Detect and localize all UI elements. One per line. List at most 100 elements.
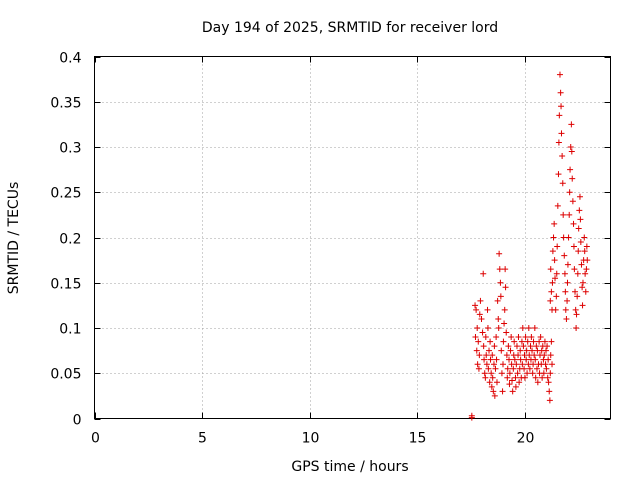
data-point bbox=[545, 356, 552, 363]
data-point bbox=[505, 343, 512, 350]
data-point bbox=[475, 365, 482, 372]
data-point bbox=[501, 320, 508, 327]
data-point bbox=[517, 356, 524, 363]
data-point bbox=[548, 338, 555, 345]
data-point bbox=[490, 388, 497, 395]
data-point bbox=[486, 347, 493, 354]
data-point bbox=[504, 365, 511, 372]
data-point bbox=[566, 211, 573, 218]
data-point bbox=[499, 388, 506, 395]
data-point bbox=[574, 270, 581, 277]
data-point bbox=[491, 392, 498, 399]
data-point bbox=[530, 338, 537, 345]
data-point bbox=[563, 315, 570, 322]
data-point bbox=[493, 334, 500, 341]
data-point bbox=[482, 374, 489, 381]
data-point bbox=[533, 343, 540, 350]
data-point bbox=[483, 361, 490, 368]
data-point bbox=[482, 334, 489, 341]
data-point bbox=[559, 153, 566, 160]
data-point bbox=[502, 266, 509, 273]
data-point bbox=[536, 338, 543, 345]
data-point bbox=[549, 361, 556, 368]
data-point bbox=[544, 343, 551, 350]
y-tick-label: 0.3 bbox=[59, 141, 81, 157]
data-point bbox=[551, 220, 558, 227]
data-point bbox=[519, 361, 526, 368]
data-point bbox=[512, 374, 519, 381]
data-point bbox=[561, 252, 568, 259]
data-point bbox=[545, 379, 552, 386]
data-point bbox=[488, 383, 495, 390]
data-point bbox=[510, 365, 517, 372]
data-point bbox=[503, 352, 510, 359]
data-point bbox=[531, 325, 538, 331]
data-point bbox=[508, 334, 515, 341]
data-point bbox=[526, 365, 533, 372]
data-point bbox=[554, 202, 561, 209]
data-point bbox=[549, 279, 556, 286]
plot-area-border bbox=[94, 56, 611, 419]
data-point bbox=[512, 383, 519, 390]
data-point bbox=[489, 374, 496, 381]
data-point bbox=[506, 381, 513, 388]
data-point bbox=[543, 365, 550, 372]
data-point bbox=[489, 352, 496, 359]
data-point bbox=[553, 293, 560, 300]
data-point bbox=[547, 266, 554, 273]
data-point bbox=[576, 193, 583, 200]
data-point bbox=[572, 306, 579, 313]
data-point bbox=[513, 343, 520, 350]
data-point bbox=[496, 250, 503, 257]
data-point bbox=[478, 315, 485, 322]
data-point bbox=[555, 171, 562, 178]
data-point bbox=[537, 334, 544, 341]
data-point bbox=[476, 352, 483, 359]
data-point bbox=[558, 103, 565, 110]
points-layer bbox=[468, 71, 591, 421]
data-point bbox=[584, 257, 591, 264]
data-point bbox=[565, 234, 572, 241]
data-point bbox=[521, 365, 528, 372]
data-point bbox=[572, 288, 579, 295]
data-point bbox=[522, 334, 529, 341]
y-tick-label: 0.25 bbox=[50, 186, 81, 202]
data-point bbox=[491, 343, 498, 350]
data-point bbox=[544, 374, 551, 381]
data-point bbox=[540, 370, 547, 377]
data-point bbox=[497, 293, 504, 300]
data-point bbox=[490, 361, 497, 368]
data-point bbox=[552, 306, 559, 313]
y-tick-label: 0.05 bbox=[50, 367, 81, 383]
data-point bbox=[492, 365, 499, 372]
data-point bbox=[506, 356, 513, 363]
data-point bbox=[569, 175, 576, 182]
data-point bbox=[552, 275, 559, 282]
data-point bbox=[550, 234, 557, 241]
data-point bbox=[570, 220, 577, 227]
data-point bbox=[531, 352, 538, 359]
data-point bbox=[578, 261, 585, 268]
data-point bbox=[495, 315, 502, 322]
data-point bbox=[488, 370, 495, 377]
data-point bbox=[570, 243, 577, 250]
y-tick-label: 0.2 bbox=[59, 232, 81, 248]
data-point bbox=[486, 379, 493, 386]
data-point bbox=[516, 379, 523, 386]
data-point bbox=[583, 266, 590, 273]
data-point bbox=[581, 234, 588, 241]
x-axis-label: GPS time / hours bbox=[291, 459, 408, 475]
data-point bbox=[500, 338, 507, 345]
data-point bbox=[556, 112, 563, 119]
data-point bbox=[554, 243, 561, 250]
data-point bbox=[485, 365, 492, 372]
data-point bbox=[542, 361, 549, 368]
data-point bbox=[481, 370, 488, 377]
data-point bbox=[484, 306, 491, 313]
data-point bbox=[562, 288, 569, 295]
data-point bbox=[524, 370, 531, 377]
data-point bbox=[562, 306, 569, 313]
data-point bbox=[579, 302, 586, 309]
data-point bbox=[472, 334, 479, 341]
data-point bbox=[558, 130, 565, 137]
